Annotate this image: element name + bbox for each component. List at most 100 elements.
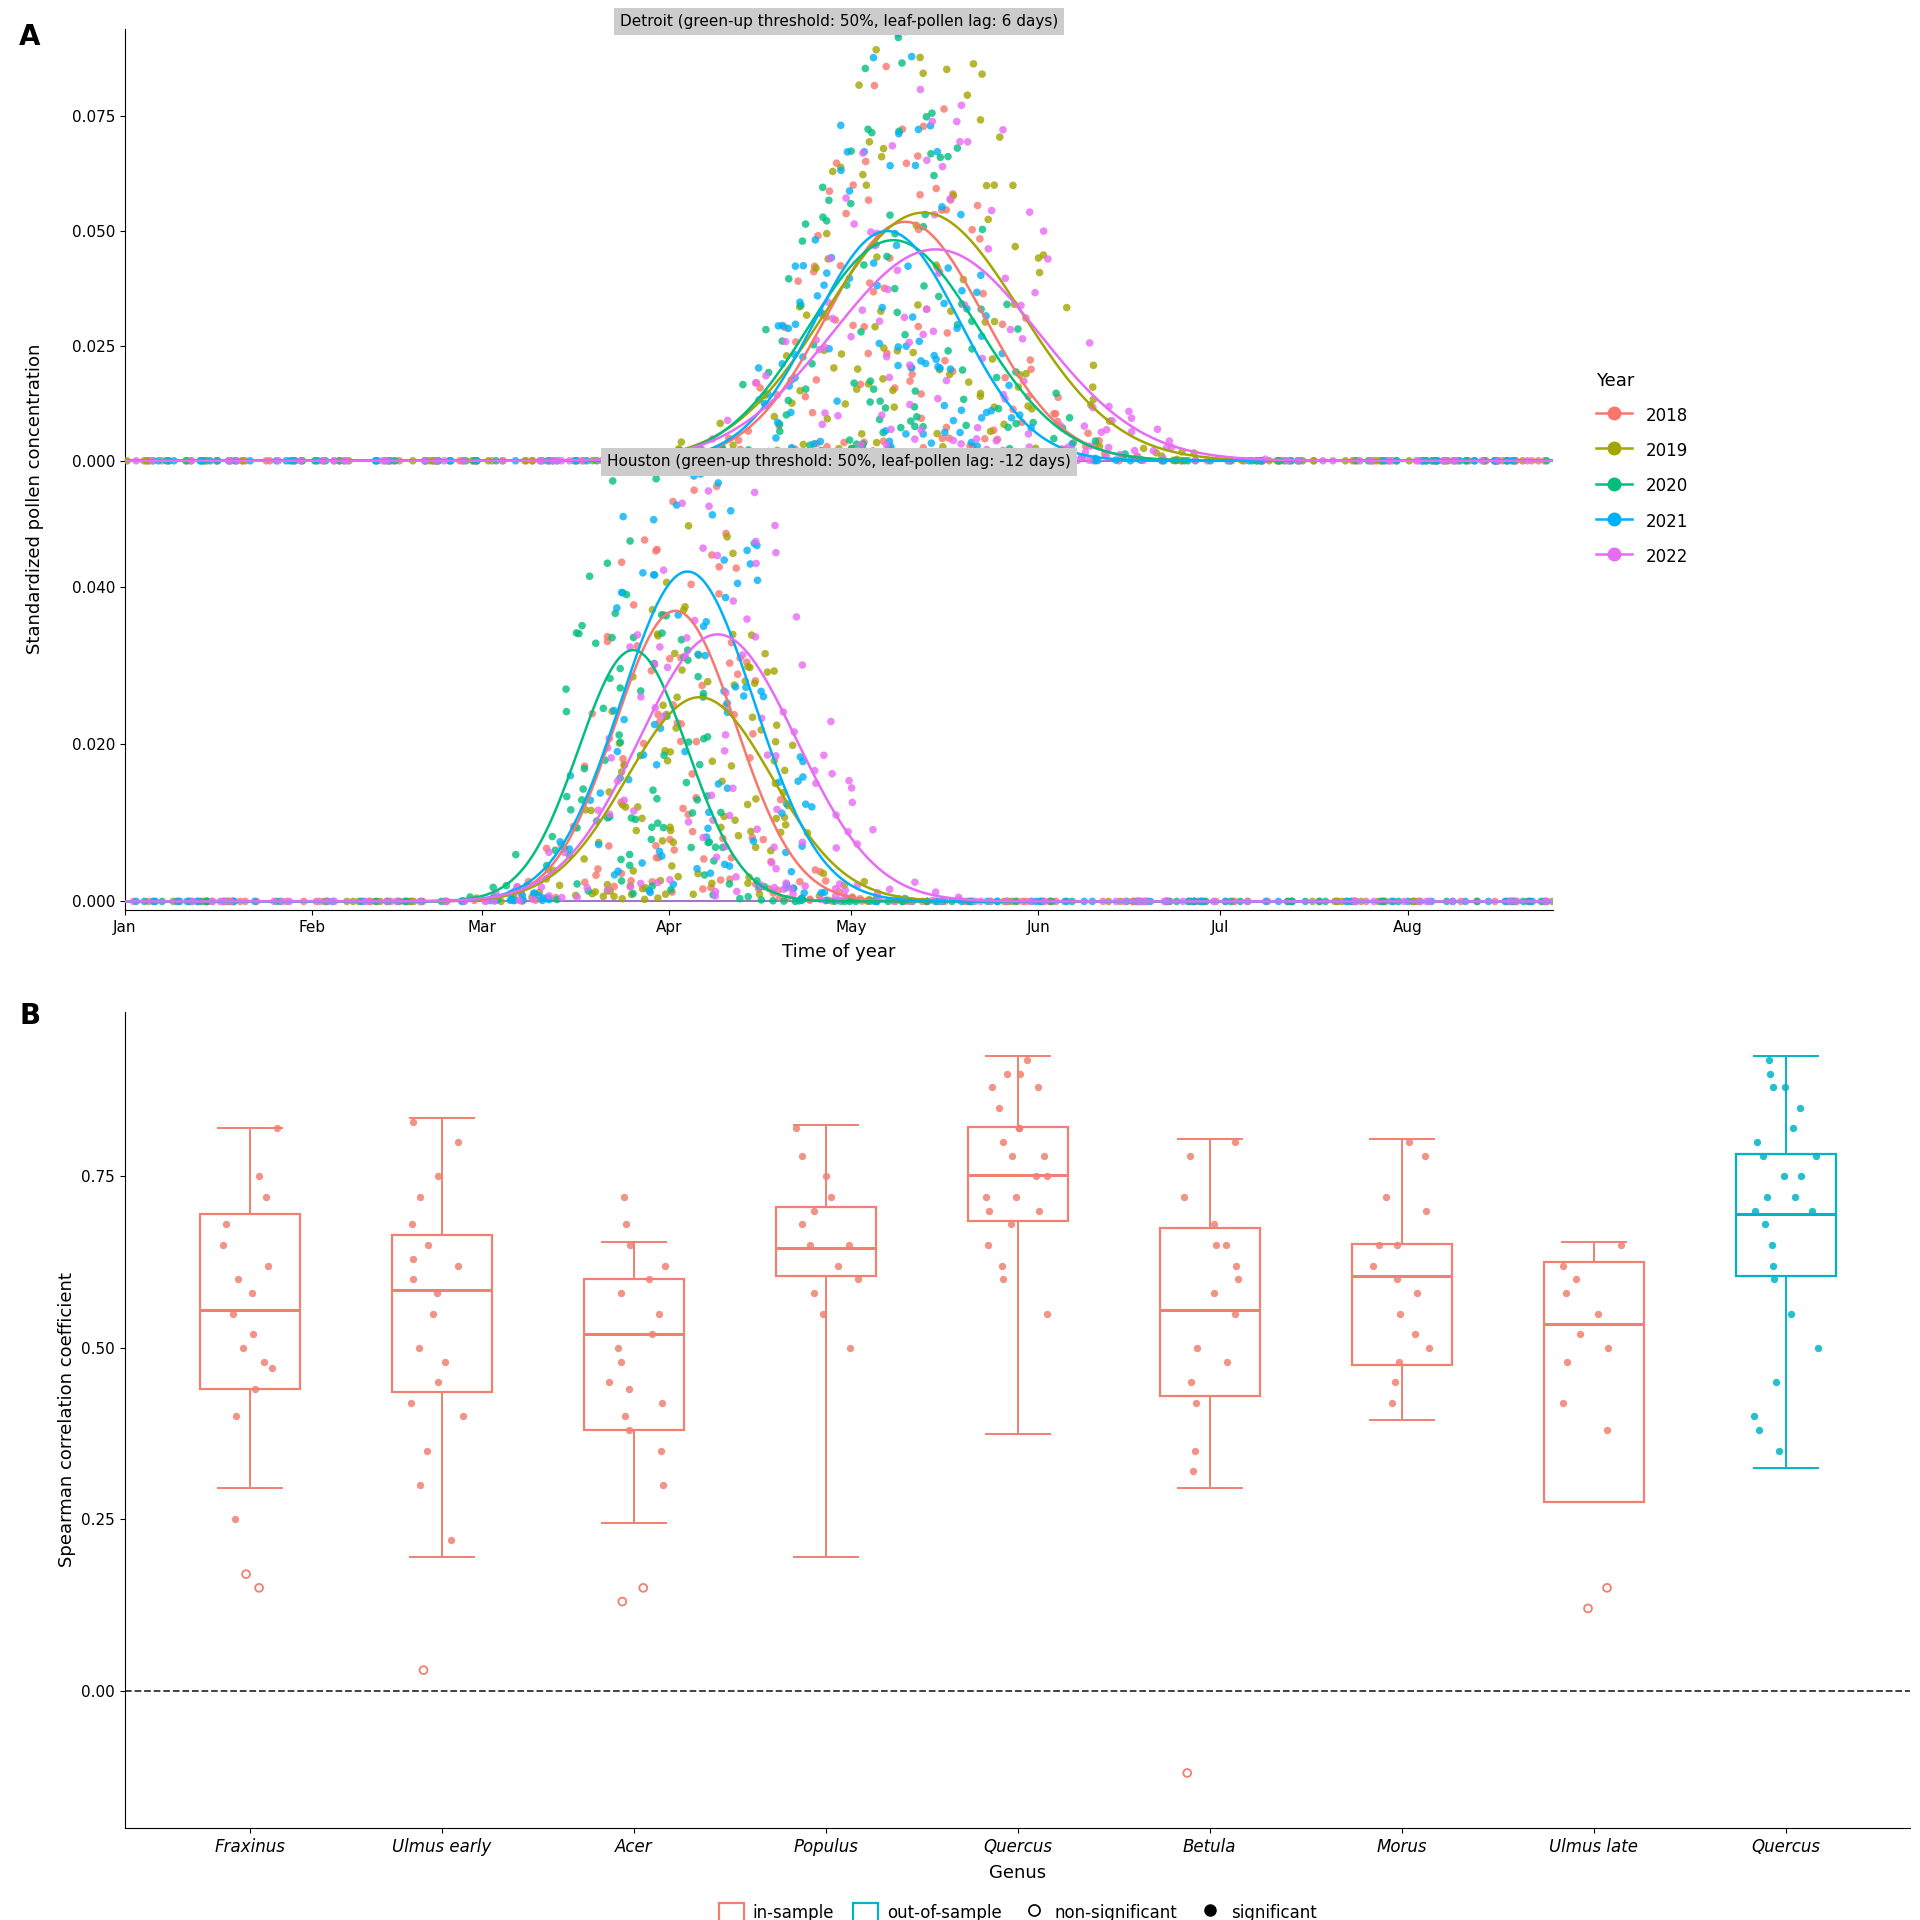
Point xyxy=(645,707,676,737)
Point xyxy=(1046,413,1077,444)
Point xyxy=(687,874,718,904)
Point xyxy=(799,252,829,282)
Point xyxy=(668,793,699,824)
Point xyxy=(1092,432,1123,463)
Point xyxy=(1016,353,1046,384)
Point xyxy=(1156,432,1187,463)
Point xyxy=(933,422,964,453)
Point xyxy=(897,353,927,384)
Point xyxy=(996,885,1027,916)
Point xyxy=(929,417,960,447)
Point xyxy=(616,879,647,910)
Point xyxy=(899,424,929,455)
Point xyxy=(889,883,920,914)
Point xyxy=(1077,392,1108,422)
Point xyxy=(741,783,772,814)
Point xyxy=(1352,885,1382,916)
Point xyxy=(599,597,630,628)
Point xyxy=(1068,442,1098,472)
Point xyxy=(820,801,851,831)
Point xyxy=(804,334,835,365)
Point xyxy=(841,374,872,405)
Point xyxy=(319,445,349,476)
Point xyxy=(1187,885,1217,916)
Point xyxy=(639,693,670,724)
Point xyxy=(184,885,215,916)
Point xyxy=(812,219,843,250)
Point xyxy=(703,468,733,499)
Point xyxy=(801,854,831,885)
Point xyxy=(1417,445,1448,476)
Point xyxy=(1757,1229,1788,1260)
Point xyxy=(1409,1196,1440,1227)
Point xyxy=(639,445,670,476)
Point xyxy=(874,242,904,273)
Point xyxy=(593,799,624,829)
Point xyxy=(311,445,342,476)
Point xyxy=(831,883,862,914)
Point xyxy=(743,353,774,384)
Point xyxy=(920,200,950,230)
Point xyxy=(1428,445,1459,476)
Point xyxy=(1173,885,1204,916)
Point xyxy=(1079,445,1110,476)
Point xyxy=(286,445,317,476)
Point xyxy=(818,303,849,334)
Point xyxy=(772,444,803,474)
Point xyxy=(762,311,793,342)
Point xyxy=(835,136,866,167)
Point xyxy=(1023,242,1054,273)
Point xyxy=(922,250,952,280)
Point xyxy=(405,885,436,916)
Point xyxy=(758,872,789,902)
Point xyxy=(1016,394,1046,424)
Text: A: A xyxy=(19,23,40,52)
Point xyxy=(198,885,228,916)
Point xyxy=(280,445,311,476)
Point xyxy=(1215,885,1246,916)
Point xyxy=(787,227,818,257)
Point xyxy=(1338,885,1369,916)
Point xyxy=(566,611,597,641)
Point xyxy=(1125,885,1156,916)
Point xyxy=(837,883,868,914)
Point xyxy=(764,440,795,470)
Point xyxy=(1430,885,1461,916)
Bar xyxy=(1352,1244,1452,1365)
Point xyxy=(1000,357,1031,388)
Point xyxy=(1582,1298,1613,1329)
Point xyxy=(1273,445,1304,476)
Point xyxy=(814,184,845,215)
Point xyxy=(718,538,749,568)
Point xyxy=(1069,436,1100,467)
Point xyxy=(1217,885,1248,916)
Point xyxy=(1369,885,1400,916)
Point xyxy=(981,885,1012,916)
Point xyxy=(1052,432,1083,463)
Point xyxy=(708,824,739,854)
Point xyxy=(1181,1388,1212,1419)
Point xyxy=(697,424,728,455)
Point xyxy=(643,843,674,874)
Point xyxy=(630,444,660,474)
Point xyxy=(614,851,645,881)
Point xyxy=(1423,445,1453,476)
Point xyxy=(540,881,570,912)
Point xyxy=(1500,445,1530,476)
Point xyxy=(177,885,207,916)
Point xyxy=(950,411,981,442)
Point xyxy=(192,885,223,916)
Point xyxy=(935,184,966,215)
Point xyxy=(1027,885,1058,916)
Point xyxy=(829,876,860,906)
Point xyxy=(559,810,589,841)
Point xyxy=(1002,440,1033,470)
Point xyxy=(1215,445,1246,476)
Point xyxy=(778,879,808,910)
Point xyxy=(1048,444,1079,474)
Point xyxy=(1162,445,1192,476)
Point xyxy=(918,159,948,190)
Point xyxy=(831,198,862,228)
Point xyxy=(163,885,194,916)
Point xyxy=(1417,445,1448,476)
